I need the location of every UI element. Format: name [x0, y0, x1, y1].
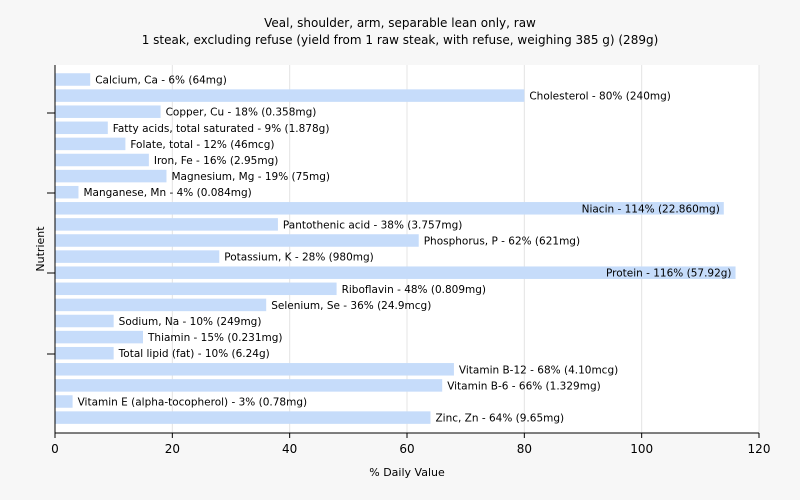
bar-label: Folate, total - 12% (46mcg): [130, 139, 274, 151]
bar: [55, 298, 267, 312]
bar: [55, 314, 114, 328]
bar: [55, 105, 161, 118]
bar: [55, 395, 73, 408]
bar-label: Niacin - 114% (22.860mg): [582, 203, 720, 215]
bar-label: Vitamin B-6 - 66% (1.329mg): [447, 380, 601, 392]
bar: [55, 121, 108, 135]
bar: [55, 379, 443, 392]
bar: [55, 73, 91, 86]
y-ticks: [47, 112, 55, 355]
bars-group: [55, 73, 736, 424]
bar: [55, 282, 337, 296]
bar: [55, 202, 724, 215]
bar-labels-group: Calcium, Ca - 6% (64mg) Cholesterol - 80%…: [78, 75, 732, 425]
bar-label: Protein - 116% (57.92g): [606, 268, 732, 280]
bar: [55, 218, 278, 231]
bar: [55, 153, 149, 167]
x-tick-label: 0: [51, 442, 59, 456]
bar: [55, 346, 114, 360]
bar-label: Zinc, Zn - 64% (9.65mg): [435, 413, 564, 425]
x-ticks: 0 20 40 60 80 100 120: [51, 433, 770, 456]
bar-label: Selenium, Se - 36% (24.9mcg): [271, 300, 431, 312]
bar: [55, 89, 525, 102]
bar-label: Iron, Fe - 16% (2.95mg): [154, 155, 278, 167]
bar-label: Pantothenic acid - 38% (3.757mg): [283, 219, 462, 231]
x-tick-label: 20: [165, 442, 180, 456]
bar: [55, 330, 143, 344]
bar-label: Copper, Cu - 18% (0.358mg): [166, 107, 317, 119]
bar-label: Riboflavin - 48% (0.809mg): [342, 284, 486, 296]
bar: [55, 250, 220, 263]
y-axis-label: Nutrient: [34, 226, 47, 272]
bar-label: Cholesterol - 80% (240mg): [529, 91, 671, 103]
x-tick-label: 120: [748, 442, 771, 456]
bar: [55, 169, 167, 183]
bar-label: Phosphorus, P - 62% (621mg): [424, 236, 580, 248]
bar-label: Fatty acids, total saturated - 9% (1.878…: [113, 123, 330, 135]
bar-label: Magnesium, Mg - 19% (75mg): [171, 171, 330, 183]
x-tick-label: 100: [630, 442, 653, 456]
bar-label: Thiamin - 15% (0.231mg): [147, 332, 283, 344]
bar-label: Calcium, Ca - 6% (64mg): [95, 75, 227, 87]
bar-label: Vitamin B-12 - 68% (4.10mcg): [459, 364, 618, 376]
bar-label: Potassium, K - 28% (980mg): [224, 252, 374, 264]
chart-subtitle: 1 steak, excluding refuse (yield from 1 …: [142, 33, 659, 47]
x-tick-label: 80: [517, 442, 532, 456]
x-tick-label: 60: [399, 442, 414, 456]
bar-label: Manganese, Mn - 4% (0.084mg): [83, 187, 251, 199]
bar: [55, 185, 79, 199]
bar: [55, 266, 736, 279]
bar-label: Total lipid (fat) - 10% (6.24g): [118, 348, 270, 360]
bar: [55, 137, 126, 151]
bar: [55, 234, 419, 247]
bar: [55, 363, 454, 376]
bar-label: Sodium, Na - 10% (249mg): [119, 316, 262, 328]
chart-title: Veal, shoulder, arm, separable lean only…: [264, 16, 536, 30]
x-tick-label: 40: [282, 442, 297, 456]
x-axis-label: % Daily Value: [369, 466, 445, 479]
bar: [55, 411, 431, 424]
bar-label: Vitamin E (alpha-tocopherol) - 3% (0.78m…: [78, 397, 308, 409]
